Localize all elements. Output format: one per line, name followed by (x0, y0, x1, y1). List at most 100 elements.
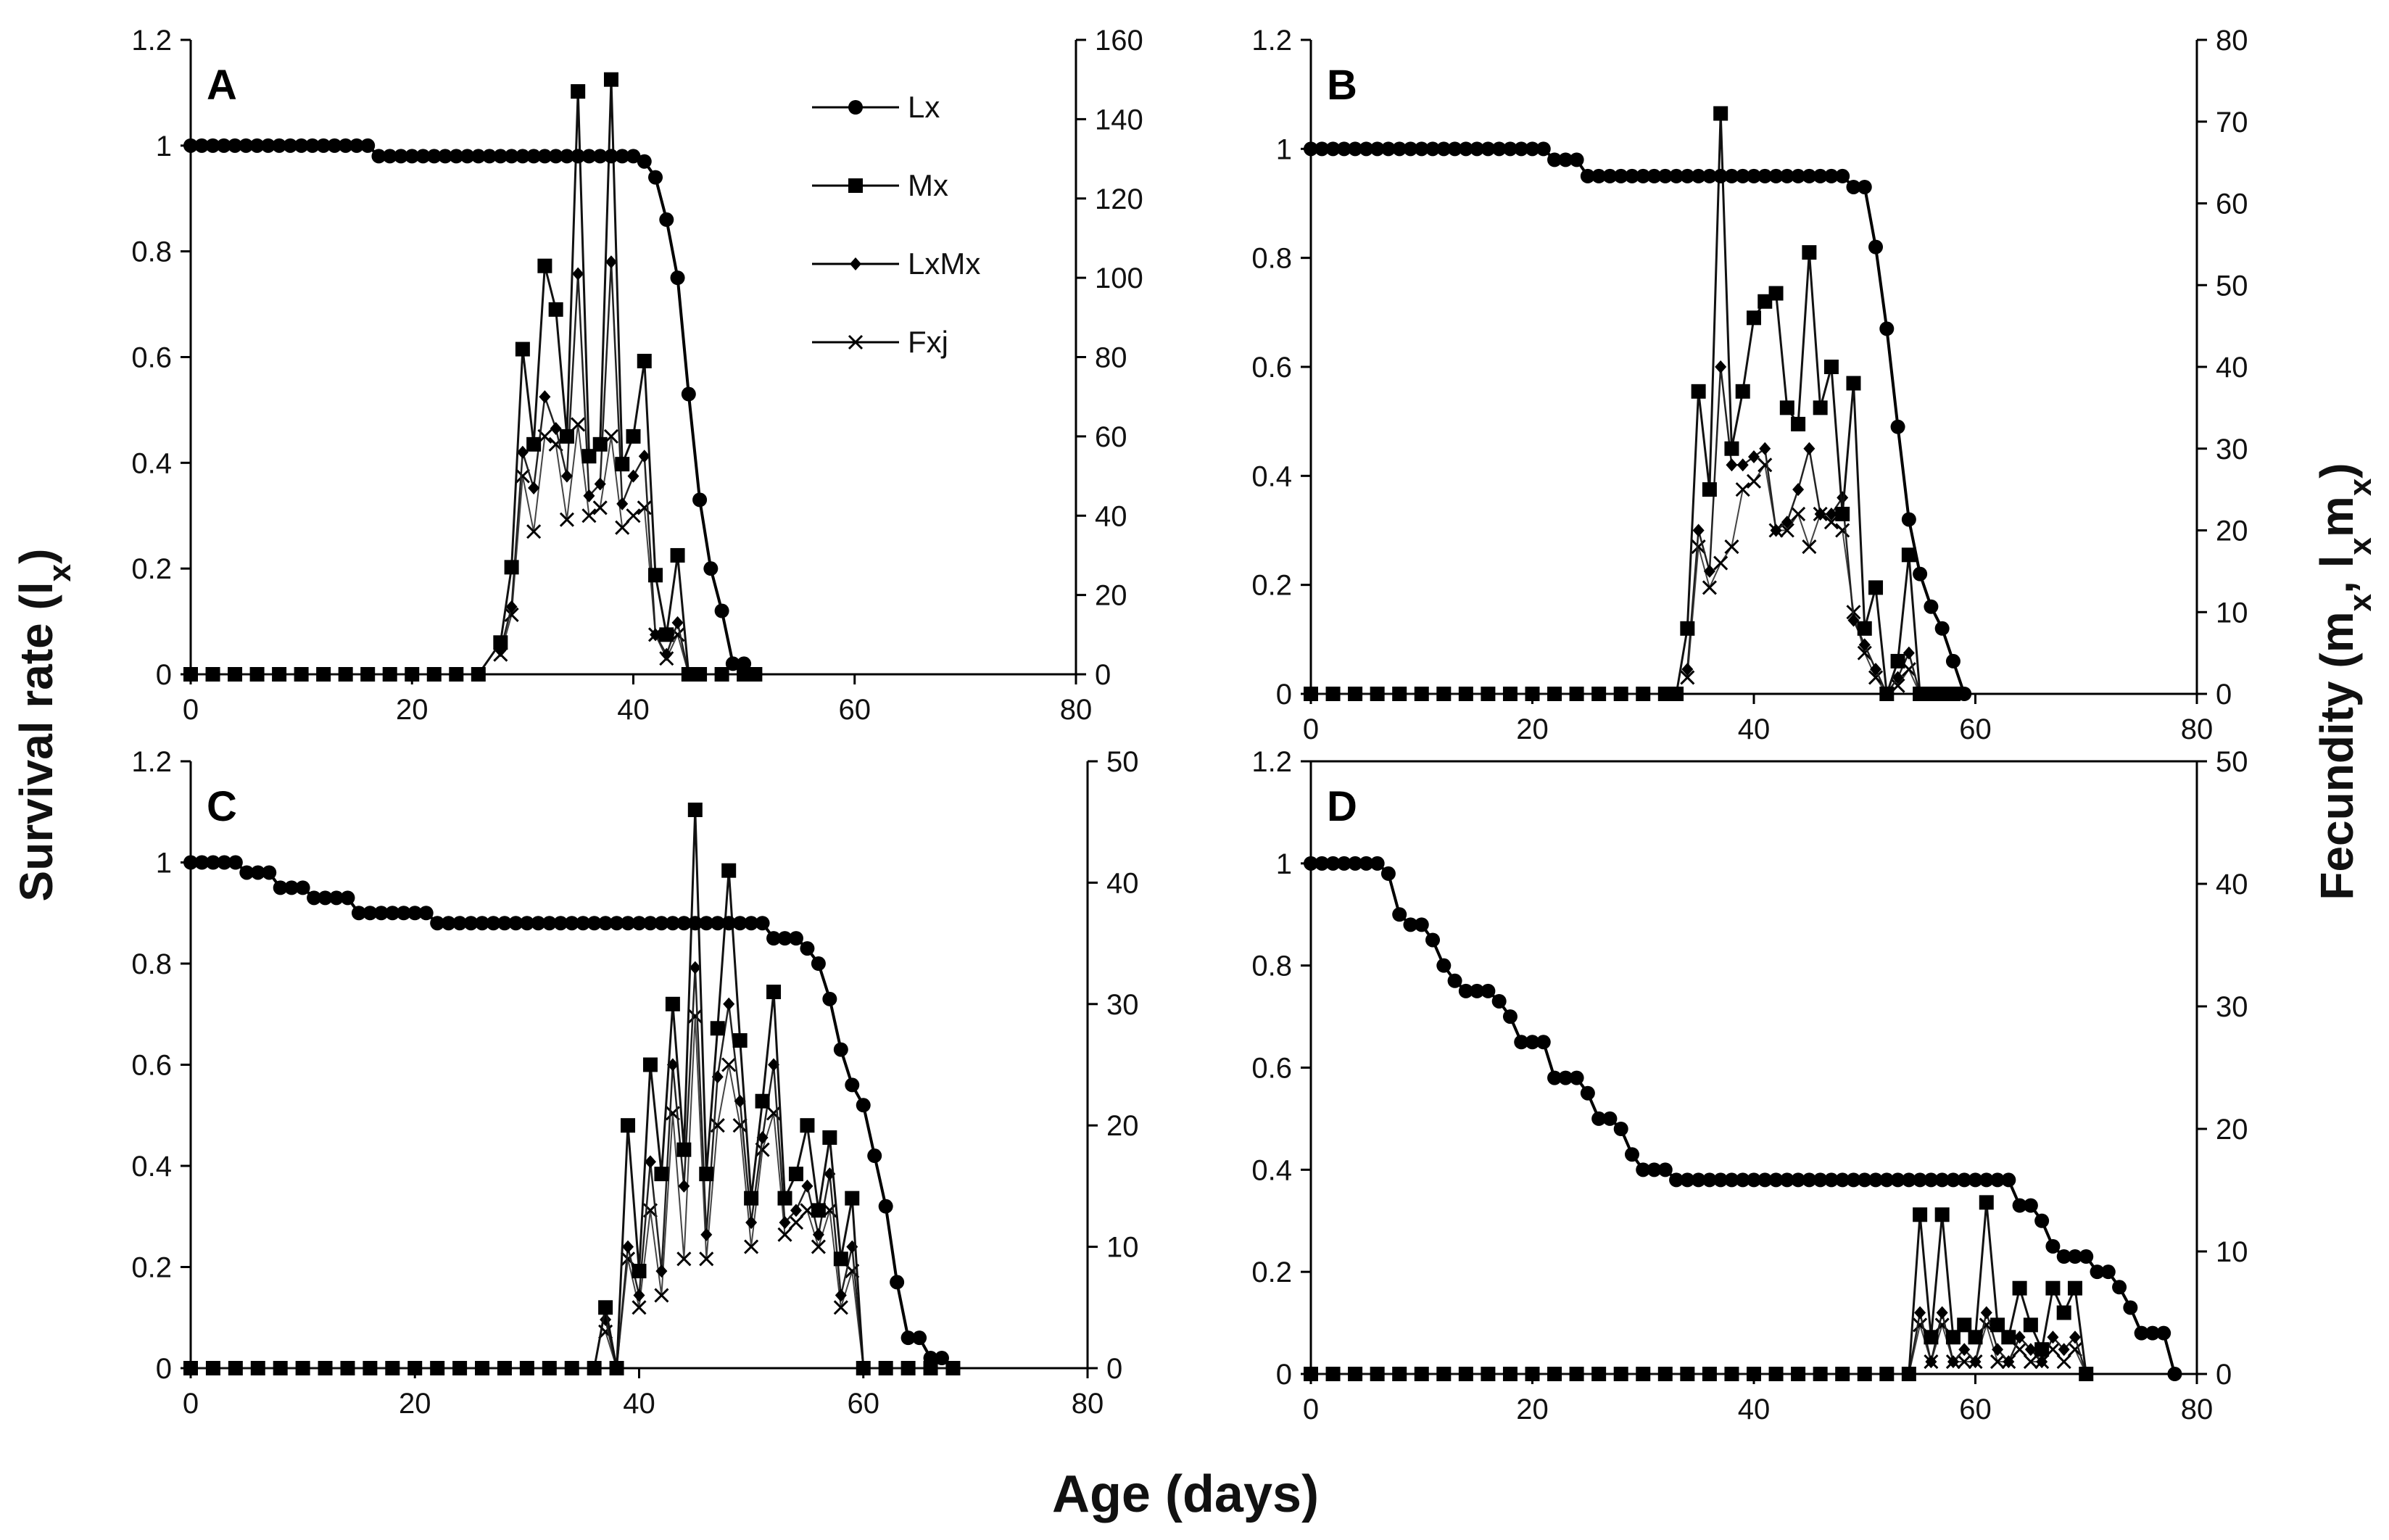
panel-b-point-lx (1336, 141, 1351, 157)
panel-a-ytick-right-label: 160 (1095, 25, 1143, 57)
panel-d-point-lx (1380, 866, 1396, 881)
panel-c-point-lx (183, 855, 198, 870)
panel-d-point-lx (1403, 917, 1418, 932)
panel-b-point-fxj (1702, 580, 1717, 595)
panel-a-point-lx (659, 212, 674, 227)
panel-c-point-mx (250, 1361, 265, 1375)
panel-a-point-lx (571, 149, 586, 164)
panel-b-point-lx (1835, 168, 1850, 183)
panel-b-point-lx (1380, 141, 1396, 157)
panel-d-point-lx (2156, 1325, 2171, 1341)
panel-b-point-lx (1779, 168, 1794, 183)
panel-c-point-lx (441, 916, 456, 931)
panel-d-point-lx (1879, 1172, 1895, 1188)
panel-c-point-mx (385, 1361, 400, 1375)
panel-c-point-mx (923, 1361, 938, 1375)
panel-b-point-lx (1359, 141, 1374, 157)
panel-d-point-lx (1990, 1172, 2005, 1188)
panel-a-point-mx (316, 667, 331, 682)
panel-d-ytick-left-label: 0 (1276, 1359, 1292, 1391)
panel-a-point-mx (692, 667, 708, 682)
panel-d-ytick-right-label: 20 (2216, 1114, 2248, 1146)
panel-b-point-lx (1768, 168, 1784, 183)
panel-c-point-lx (531, 916, 546, 931)
panel-b-point-lx (1624, 168, 1639, 183)
panel-b-point-mx (1304, 687, 1318, 701)
panel-c-point-lx (284, 880, 299, 895)
panel-c-point-mx (295, 1361, 310, 1375)
panel-c-point-lx (542, 916, 557, 931)
panel-d-point-lx (1868, 1172, 1884, 1188)
panel-d-point-mx (2023, 1317, 2038, 1333)
panel-a-point-lx (637, 154, 652, 169)
panel-b-point-mx (1458, 687, 1473, 701)
panel-c-point-lxmx (723, 997, 735, 1011)
panel-b-series-mx (1304, 106, 1961, 701)
panel-c-point-mx (340, 1361, 355, 1375)
panel-d-point-mx (1813, 1367, 1828, 1381)
panel-c-ytick-right-label: 30 (1106, 989, 1139, 1021)
panel-c-point-mx (845, 1191, 860, 1206)
panel-c-point-mx (205, 1361, 220, 1375)
panel-d-point-lx (1502, 1009, 1518, 1024)
panel-d-point-lx (1680, 1172, 1695, 1188)
panel-d-point-lx (1591, 1111, 1607, 1126)
panel-c-point-lx (576, 916, 591, 931)
panel-a-point-lxmx (605, 255, 617, 269)
panel-d-point-lx (1823, 1172, 1839, 1188)
panel-c-point-lxmx (812, 1228, 824, 1241)
panel-c-point-lx (250, 865, 265, 880)
panel-d-point-lx (2145, 1325, 2160, 1341)
panel-c-point-mx (564, 1361, 579, 1375)
panel-c-point-lx (587, 916, 602, 931)
panel-d-point-lxmx (2047, 1330, 2059, 1344)
panel-c-point-lx (385, 906, 400, 921)
panel-a-point-lx (725, 656, 740, 671)
panel-d-point-lx (1325, 856, 1341, 871)
y-right-title-sub3: x (2343, 478, 2378, 496)
panel-c-xtick-label: 40 (623, 1388, 655, 1420)
panel-c-point-mx (273, 1361, 288, 1375)
panel-b-line-mx (1311, 112, 1953, 695)
panel-a-point-mx (548, 302, 563, 317)
panel-c-point-lx (329, 890, 344, 906)
panel-b-point-lx (1802, 168, 1817, 183)
panel-a-ytick-right-label: 0 (1095, 659, 1111, 691)
panel-d-point-lx (1304, 856, 1318, 871)
panel-c-point-lxmx (700, 1228, 713, 1241)
panel-b-point-lxmx (1902, 646, 1915, 660)
panel-c-point-mx (811, 1203, 826, 1218)
panel-d-point-lx (1636, 1162, 1651, 1177)
panel-b-point-lxmx (1892, 671, 1904, 684)
panel-b-point-lx (1647, 168, 1662, 183)
panel-a-ytick-left-label: 1 (156, 131, 172, 162)
panel-a-point-fxj (504, 607, 519, 623)
panel-a-point-lx (405, 149, 420, 164)
panel-c-point-lxmx (644, 1155, 656, 1169)
panel-d-line-lx (1311, 861, 2177, 1375)
panel-d-point-mx (1414, 1367, 1429, 1381)
panel-d-point-mx (1879, 1367, 1895, 1381)
panel-b-point-mx (1823, 360, 1839, 374)
panel-d-ytick-right-label: 10 (2216, 1236, 2248, 1268)
panel-a-point-mx (449, 667, 464, 682)
panel-c-point-lx (654, 916, 669, 931)
y-right-title-sub2: x (2343, 537, 2378, 555)
panel-b-point-mx (1436, 687, 1452, 701)
panel-b-ytick-left-label: 0.6 (1251, 352, 1292, 384)
panel-d-xtick-label: 20 (1516, 1394, 1549, 1425)
panel-d-point-lxmx (1969, 1355, 1982, 1369)
panel-d-point-lx (1481, 983, 1496, 998)
panel-d-point-lx (1613, 1122, 1628, 1136)
panel-b-point-lx (1569, 152, 1584, 167)
panel-a-point-mx (559, 429, 574, 444)
panel-b-ytick-left-label: 1.2 (1251, 25, 1292, 57)
panel-d-line-mx (1311, 1201, 2087, 1375)
panel-a-point-mx (426, 667, 442, 682)
panel-a-point-mx (228, 667, 243, 682)
panel-a-point-mx (637, 353, 652, 368)
panel-d-point-mx (2056, 1305, 2071, 1320)
panel-c-point-lx (800, 941, 815, 956)
panel-d-point-lx (1802, 1172, 1817, 1188)
panel-a-point-lx (239, 138, 254, 153)
